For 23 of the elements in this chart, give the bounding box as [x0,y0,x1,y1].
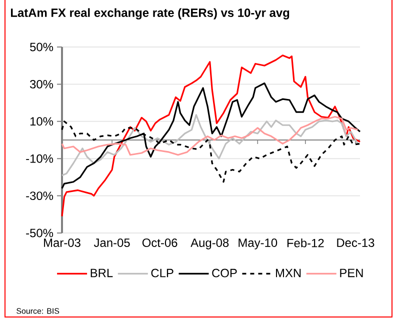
x-tick-label: Oct-06 [142,238,178,247]
x-tick-label: Mar-03 [44,238,80,247]
x-tick-label: Feb-12 [287,238,324,248]
chart-title: LatAm FX real exchange rate (RERs) vs 10-yr avg [10,8,290,20]
y-tick-label: -10% [26,154,54,163]
line-series [61,54,361,218]
x-tick-label: Aug-08 [190,238,229,250]
legend-label: PEN [340,268,363,278]
y-tick-label: -50% [26,228,54,238]
x-tick-label: Jan-05 [94,238,130,247]
legend-label: BRL [90,268,113,278]
legend-label: COP [212,268,237,278]
y-tick-label: -30% [26,192,54,200]
legend-label: MXN [276,268,301,278]
y-tick-label: 30% [30,80,54,88]
x-tick-label: Dec-13 [337,238,374,247]
x-tick-label: May-10 [238,238,278,250]
line-series [61,114,359,176]
legend-label: CLP [151,268,174,278]
y-tick-label: 50% [30,42,54,52]
line-series [61,82,361,190]
y-tick-label: 10% [30,117,54,126]
line-series [61,116,359,156]
